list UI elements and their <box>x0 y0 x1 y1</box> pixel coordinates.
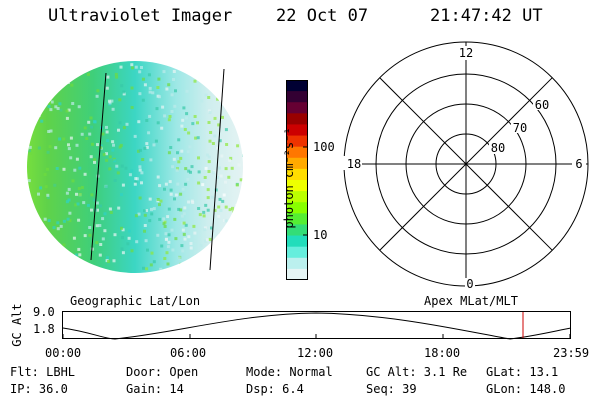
clock-label-0: 0 <box>466 277 473 291</box>
strip-xtick-label-0600: 06:00 <box>170 346 207 360</box>
colorbar-band <box>286 213 308 225</box>
strip-frame <box>62 311 571 339</box>
altitude-curve <box>62 312 572 340</box>
seq-info: Seq: 39 <box>366 382 417 396</box>
colorbar-band <box>286 224 308 237</box>
clock-label-12: 12 <box>459 46 473 60</box>
strip-ytick-label-low: 1.8 <box>33 322 55 336</box>
glat-info: GLat: 13.1 <box>486 365 559 379</box>
lat-label-60: 60 <box>535 98 549 112</box>
colorbar-band <box>286 246 308 259</box>
colorbar-band <box>286 113 308 125</box>
colorbar-band <box>286 80 308 92</box>
colorbar-tick-label-10: 10 <box>313 228 328 242</box>
clock-label-6: 6 <box>575 157 582 171</box>
filter-info: Flt: LBHL <box>10 365 76 379</box>
observation-date: 22 Oct 07 <box>276 6 369 26</box>
colorbar-band <box>286 235 308 248</box>
color-scale-bar <box>286 80 308 280</box>
geographic-grid-label: Geographic Lat/Lon <box>70 294 201 308</box>
meridian-line-right <box>209 68 225 271</box>
colorbar-band <box>286 168 308 181</box>
glon-info: GLon: 148.0 <box>486 382 566 396</box>
polar-grid: 12 18 6 0 60 70 80 <box>340 41 589 291</box>
colorbar-band <box>286 202 308 214</box>
clock-label-18: 18 <box>347 157 361 171</box>
colorbar-band <box>286 157 308 170</box>
colorbar-band <box>286 146 308 159</box>
ip-info: IP: 36.0 <box>10 382 68 396</box>
strip-xtick-label-1800: 18:00 <box>424 346 461 360</box>
colorbar-band <box>286 180 308 192</box>
mode-info: Mode: Normal <box>246 365 333 379</box>
strip-xtick-label-0000: 00:00 <box>45 346 82 360</box>
colorbar-unit-label: photon cm⁻²s⁻¹ <box>282 127 296 229</box>
strip-axis-label: GC Alt <box>10 303 24 347</box>
colorbar-band <box>286 135 308 148</box>
instrument-title: Ultraviolet Imager <box>48 6 233 26</box>
lat-label-70: 70 <box>513 121 527 135</box>
mlt-diagonal-2 <box>379 77 553 251</box>
colorbar-band <box>286 257 308 270</box>
colorbar-band <box>286 124 308 137</box>
colorbar-tick-label-100: 100 <box>313 140 335 154</box>
disc-fill <box>27 61 243 273</box>
lat-label-80: 80 <box>491 141 505 155</box>
colorbar-band <box>286 91 308 103</box>
colorbar-band <box>286 102 308 114</box>
uv-image-disc <box>27 61 243 273</box>
meridian-line-left <box>90 72 107 261</box>
colorbar-band <box>286 191 308 203</box>
gain-info: Gain: 14 <box>126 382 184 396</box>
apex-grid-label: Apex MLat/MLT <box>424 294 518 308</box>
strip-ytick-label-high: 9.0 <box>33 305 55 319</box>
door-info: Door: Open <box>126 365 199 379</box>
observation-time: 21:47:42 UT <box>430 6 543 26</box>
dsp-info: Dsp: 6.4 <box>246 382 304 396</box>
strip-xtick-label-2359: 23:59 <box>553 346 590 360</box>
strip-xtick-label-1200: 12:00 <box>297 346 334 360</box>
colorbar-band <box>286 268 308 280</box>
altitude-strip-plot <box>62 311 572 340</box>
gc-alt-info: GC Alt: 3.1 Re <box>366 365 468 379</box>
